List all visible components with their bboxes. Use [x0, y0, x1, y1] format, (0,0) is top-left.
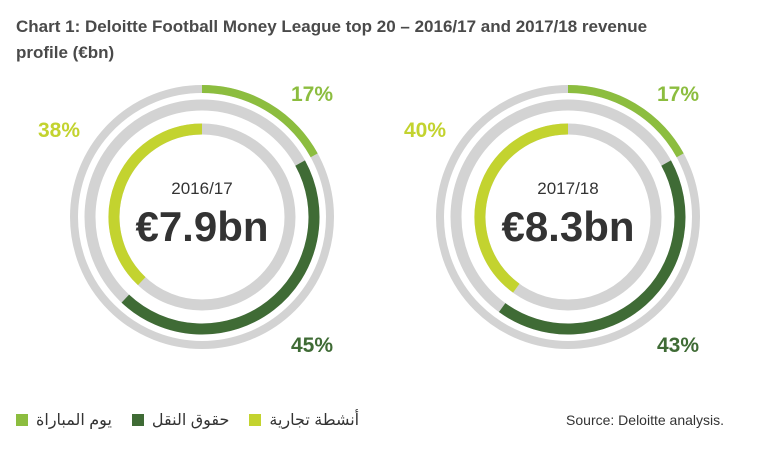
slice-broadcast	[121, 160, 320, 335]
label-matchday: 17%	[657, 83, 699, 106]
slice-broadcast	[498, 160, 686, 335]
legend-swatch-commercial	[249, 414, 262, 426]
chart-title: Chart 1: Deloitte Football Money League …	[16, 17, 648, 62]
label-commercial: 38%	[38, 119, 80, 142]
legend-item-matchday: يوم المباراة	[16, 410, 112, 430]
legend-label-broadcast: حقوق النقل	[151, 412, 230, 429]
slice-commercial	[474, 123, 569, 293]
center-season: 2017/18	[537, 179, 598, 198]
donut-2016-17: 17% 45% 38% 2016/17 €7.9bn	[38, 83, 334, 357]
legend-item-broadcast: حقوق النقل	[131, 410, 230, 430]
legend-item-commercial: أنشطة تجارية	[249, 410, 359, 430]
label-broadcast: 43%	[657, 334, 699, 357]
center-total: €8.3bn	[501, 203, 634, 250]
label-matchday: 17%	[291, 83, 333, 106]
label-commercial: 40%	[404, 119, 446, 142]
slice-matchday	[201, 85, 318, 158]
legend: يوم المباراة حقوق النقل أنشطة تجارية	[16, 408, 379, 432]
legend-swatch-matchday	[16, 414, 28, 426]
legend-swatch-broadcast	[131, 414, 144, 426]
legend-label-matchday: يوم المباراة	[36, 412, 112, 429]
donut-2017-18: 17% 43% 40% 2017/18 €8.3bn	[404, 83, 700, 357]
source-note: Source: Deloitte analysis.	[566, 412, 724, 428]
label-broadcast: 45%	[291, 334, 333, 357]
legend-label-commercial: أنشطة تجارية	[269, 412, 360, 429]
center-season: 2016/17	[171, 179, 232, 198]
center-total: €7.9bn	[135, 203, 268, 250]
slice-matchday	[567, 85, 684, 158]
slice-commercial	[108, 123, 203, 286]
